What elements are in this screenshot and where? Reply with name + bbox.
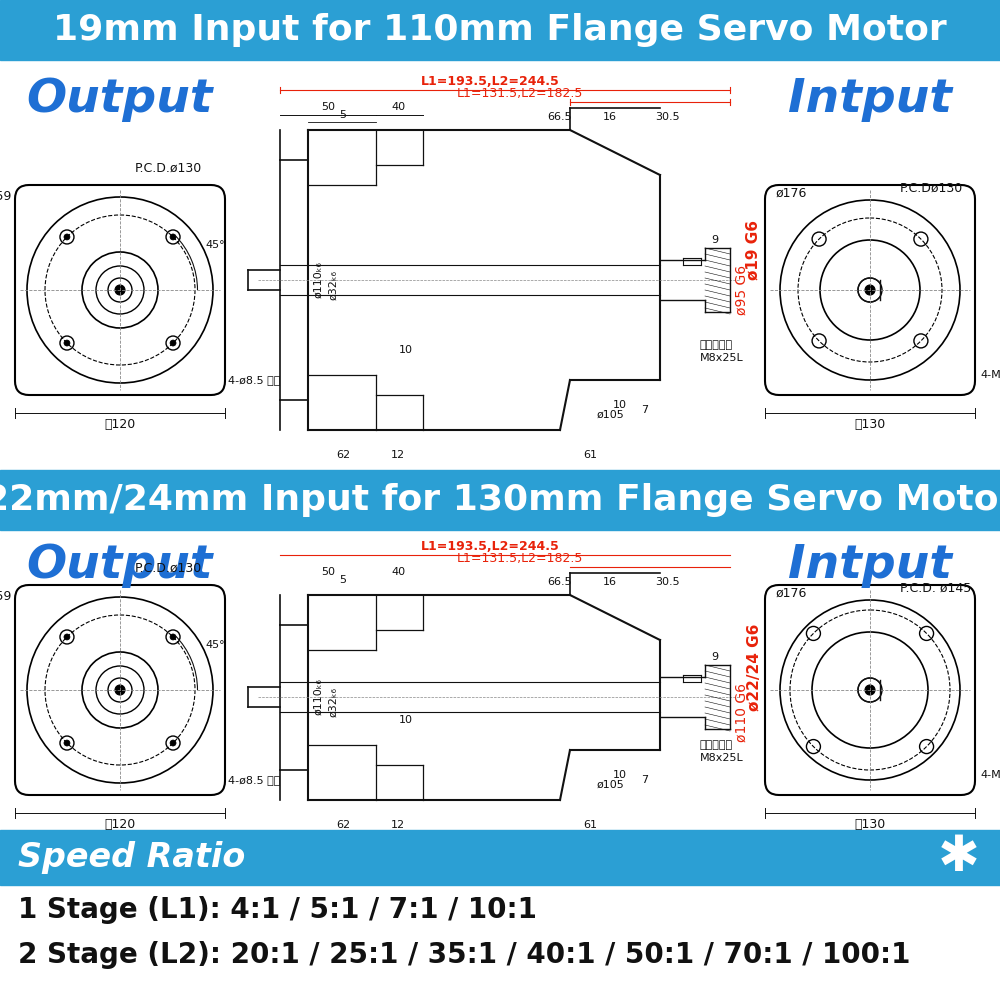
Text: P.C.D. ø145: P.C.D. ø145 <box>900 582 971 595</box>
Text: P.C.Dø130: P.C.Dø130 <box>900 182 963 195</box>
Text: Intput: Intput <box>788 78 952 122</box>
Text: 10: 10 <box>399 715 413 725</box>
Text: ø110ₖ₆: ø110ₖ₆ <box>313 262 323 298</box>
Text: 4-M8×16: 4-M8×16 <box>980 770 1000 780</box>
Circle shape <box>64 234 70 240</box>
Text: 7: 7 <box>641 405 649 415</box>
Text: 61: 61 <box>583 820 597 830</box>
Text: 12: 12 <box>391 450 405 460</box>
Text: 45°: 45° <box>205 640 225 650</box>
Text: ø176: ø176 <box>775 587 806 600</box>
Text: ø32ₖ₆: ø32ₖ₆ <box>328 270 338 300</box>
Text: L1=193.5,L2=244.5: L1=193.5,L2=244.5 <box>421 540 559 553</box>
Text: Intput: Intput <box>788 542 952 587</box>
Circle shape <box>170 634 176 640</box>
Text: 50: 50 <box>321 567 335 577</box>
Circle shape <box>170 234 176 240</box>
Text: 1 Stage (L1): 4:1 / 5:1 / 7:1 / 10:1: 1 Stage (L1): 4:1 / 5:1 / 7:1 / 10:1 <box>18 896 537 924</box>
Text: 16: 16 <box>603 112 617 122</box>
Text: M8x25L: M8x25L <box>700 353 744 363</box>
Text: ø110ₖ₆: ø110ₖ₆ <box>313 679 323 715</box>
Text: ø95 G6: ø95 G6 <box>735 265 749 315</box>
Text: 62: 62 <box>336 820 350 830</box>
Circle shape <box>170 340 176 346</box>
Text: ø22/24 G6: ø22/24 G6 <box>747 623 762 711</box>
Text: 66.5: 66.5 <box>548 112 572 122</box>
Text: 22mm/24mm Input for 130mm Flange Servo Motor: 22mm/24mm Input for 130mm Flange Servo M… <box>0 483 1000 517</box>
Text: ⎕120: ⎕120 <box>104 418 136 431</box>
Text: 7: 7 <box>641 775 649 785</box>
Text: 40: 40 <box>392 102 406 112</box>
Text: 12: 12 <box>391 820 405 830</box>
Text: ⎕130: ⎕130 <box>854 418 886 431</box>
Text: ø32ₖ₆: ø32ₖ₆ <box>328 687 338 717</box>
Text: P.C.D.ø130: P.C.D.ø130 <box>135 162 202 175</box>
Text: 2 Stage (L2): 20:1 / 25:1 / 35:1 / 40:1 / 50:1 / 70:1 / 100:1: 2 Stage (L2): 20:1 / 25:1 / 35:1 / 40:1 … <box>18 941 910 969</box>
Text: 30.5: 30.5 <box>656 577 680 587</box>
Text: ⎕120: ⎕120 <box>104 818 136 831</box>
Circle shape <box>170 740 176 746</box>
Text: ø105: ø105 <box>596 780 624 790</box>
Text: ø105: ø105 <box>596 410 624 420</box>
Text: 内六角螺丝: 内六角螺丝 <box>700 340 733 350</box>
Text: 40: 40 <box>392 567 406 577</box>
Text: 16: 16 <box>603 577 617 587</box>
Text: M8x25L: M8x25L <box>700 753 744 763</box>
Text: ✱: ✱ <box>938 833 980 881</box>
Text: P.C.D.ø130: P.C.D.ø130 <box>135 562 202 575</box>
Text: 5: 5 <box>340 110 347 120</box>
Text: Speed Ratio: Speed Ratio <box>18 840 245 874</box>
Text: 62: 62 <box>336 450 350 460</box>
Text: 10: 10 <box>613 770 627 780</box>
Bar <box>0 0 1000 60</box>
Text: 10: 10 <box>399 345 413 355</box>
Circle shape <box>64 634 70 640</box>
Bar <box>0 830 1000 885</box>
Text: ø159: ø159 <box>0 590 12 603</box>
Text: ø19 G6: ø19 G6 <box>745 220 760 280</box>
Circle shape <box>865 285 875 295</box>
Text: ø159: ø159 <box>0 190 12 203</box>
Circle shape <box>64 340 70 346</box>
Text: Output: Output <box>27 78 213 122</box>
Circle shape <box>115 285 125 295</box>
Text: 4-ø8.5 贯穿: 4-ø8.5 贯穿 <box>228 375 280 385</box>
Circle shape <box>64 740 70 746</box>
Text: 10: 10 <box>613 400 627 410</box>
Text: 4-ø8.5 贯穿: 4-ø8.5 贯穿 <box>228 775 280 785</box>
Text: 19mm Input for 110mm Flange Servo Motor: 19mm Input for 110mm Flange Servo Motor <box>53 13 947 47</box>
Text: L1=193.5,L2=244.5: L1=193.5,L2=244.5 <box>421 75 559 88</box>
Text: 30.5: 30.5 <box>656 112 680 122</box>
Text: ø176: ø176 <box>775 187 806 200</box>
Text: 内六角螺丝: 内六角螺丝 <box>700 740 733 750</box>
Circle shape <box>865 685 875 695</box>
Text: 61: 61 <box>583 450 597 460</box>
Text: 45°: 45° <box>205 240 225 250</box>
Text: Output: Output <box>27 542 213 587</box>
Text: ø110 G6: ø110 G6 <box>735 682 749 742</box>
Text: 50: 50 <box>321 102 335 112</box>
Text: 9: 9 <box>711 235 719 245</box>
Text: 5: 5 <box>340 575 347 585</box>
Text: ⎕130: ⎕130 <box>854 818 886 831</box>
Circle shape <box>115 685 125 695</box>
Text: 9: 9 <box>711 652 719 662</box>
Text: L1=131.5,L2=182.5: L1=131.5,L2=182.5 <box>457 87 583 100</box>
Bar <box>0 470 1000 530</box>
Text: L1=131.5,L2=182.5: L1=131.5,L2=182.5 <box>457 552 583 565</box>
Text: 66.5: 66.5 <box>548 577 572 587</box>
Text: 4-M8×16: 4-M8×16 <box>980 370 1000 380</box>
